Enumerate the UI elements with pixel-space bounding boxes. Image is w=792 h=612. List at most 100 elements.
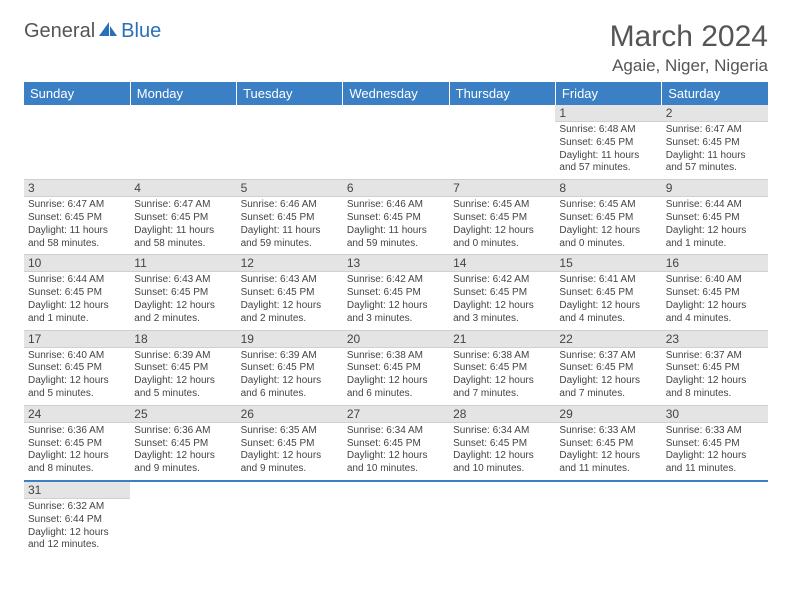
weekday-header: Wednesday [343,82,449,105]
sunrise-text: Sunrise: 6:46 AM [347,199,445,212]
sunrise-text: Sunrise: 6:45 AM [559,199,657,212]
calendar-day-cell [237,105,343,180]
day-content: Sunrise: 6:37 AMSunset: 6:45 PMDaylight:… [662,348,768,405]
calendar-day-cell: 26Sunrise: 6:35 AMSunset: 6:45 PMDayligh… [237,405,343,481]
daylight-text: and 1 minute. [666,238,764,251]
day-content: Sunrise: 6:47 AMSunset: 6:45 PMDaylight:… [24,197,130,254]
sunrise-text: Sunrise: 6:37 AM [559,350,657,363]
logo-prefix: General [24,20,95,43]
sunset-text: Sunset: 6:45 PM [134,438,232,451]
sunset-text: Sunset: 6:45 PM [559,362,657,375]
daylight-text: and 10 minutes. [347,463,445,476]
day-content: Sunrise: 6:34 AMSunset: 6:45 PMDaylight:… [449,423,555,480]
day-content: Sunrise: 6:41 AMSunset: 6:45 PMDaylight:… [555,272,661,329]
sunset-text: Sunset: 6:45 PM [666,212,764,225]
day-content: Sunrise: 6:47 AMSunset: 6:45 PMDaylight:… [662,122,768,179]
weekday-header-row: SundayMondayTuesdayWednesdayThursdayFrid… [24,82,768,105]
sunset-text: Sunset: 6:45 PM [666,362,764,375]
day-number: 19 [237,331,343,348]
calendar-day-cell: 19Sunrise: 6:39 AMSunset: 6:45 PMDayligh… [237,330,343,405]
day-content: Sunrise: 6:45 AMSunset: 6:45 PMDaylight:… [449,197,555,254]
sunset-text: Sunset: 6:45 PM [241,438,339,451]
calendar-table: SundayMondayTuesdayWednesdayThursdayFrid… [24,82,768,556]
day-number: 28 [449,406,555,423]
day-content: Sunrise: 6:48 AMSunset: 6:45 PMDaylight:… [555,122,661,179]
sunrise-text: Sunrise: 6:43 AM [134,274,232,287]
sunset-text: Sunset: 6:45 PM [347,212,445,225]
day-number: 7 [449,180,555,197]
calendar-day-cell [24,105,130,180]
daylight-text: and 59 minutes. [241,238,339,251]
daylight-text: and 57 minutes. [666,162,764,175]
daylight-text: Daylight: 11 hours [347,225,445,238]
calendar-day-cell: 28Sunrise: 6:34 AMSunset: 6:45 PMDayligh… [449,405,555,481]
day-number: 5 [237,180,343,197]
day-number: 9 [662,180,768,197]
sunrise-text: Sunrise: 6:33 AM [666,425,764,438]
day-content: Sunrise: 6:44 AMSunset: 6:45 PMDaylight:… [24,272,130,329]
day-number: 26 [237,406,343,423]
daylight-text: and 2 minutes. [241,313,339,326]
daylight-text: and 57 minutes. [559,162,657,175]
calendar-day-cell: 18Sunrise: 6:39 AMSunset: 6:45 PMDayligh… [130,330,236,405]
day-content: Sunrise: 6:34 AMSunset: 6:45 PMDaylight:… [343,423,449,480]
calendar-day-cell [343,481,449,556]
sunset-text: Sunset: 6:45 PM [134,212,232,225]
sunset-text: Sunset: 6:45 PM [666,438,764,451]
calendar-day-cell: 10Sunrise: 6:44 AMSunset: 6:45 PMDayligh… [24,255,130,330]
weekday-header: Sunday [24,82,130,105]
day-content: Sunrise: 6:36 AMSunset: 6:45 PMDaylight:… [24,423,130,480]
calendar-day-cell: 6Sunrise: 6:46 AMSunset: 6:45 PMDaylight… [343,180,449,255]
daylight-text: Daylight: 11 hours [134,225,232,238]
day-number: 10 [24,255,130,272]
calendar-body: 1Sunrise: 6:48 AMSunset: 6:45 PMDaylight… [24,105,768,556]
calendar-day-cell [449,105,555,180]
day-content: Sunrise: 6:47 AMSunset: 6:45 PMDaylight:… [130,197,236,254]
sunset-text: Sunset: 6:45 PM [134,287,232,300]
sunrise-text: Sunrise: 6:43 AM [241,274,339,287]
sunrise-text: Sunrise: 6:38 AM [347,350,445,363]
daylight-text: Daylight: 12 hours [559,375,657,388]
sunset-text: Sunset: 6:45 PM [666,137,764,150]
day-content: Sunrise: 6:38 AMSunset: 6:45 PMDaylight:… [449,348,555,405]
sunrise-text: Sunrise: 6:47 AM [134,199,232,212]
daylight-text: and 8 minutes. [666,388,764,401]
calendar-day-cell [343,105,449,180]
day-number: 14 [449,255,555,272]
sunrise-text: Sunrise: 6:40 AM [666,274,764,287]
daylight-text: Daylight: 12 hours [453,300,551,313]
sunrise-text: Sunrise: 6:36 AM [28,425,126,438]
sunrise-text: Sunrise: 6:42 AM [453,274,551,287]
daylight-text: and 11 minutes. [666,463,764,476]
day-number: 4 [130,180,236,197]
day-number: 3 [24,180,130,197]
day-content: Sunrise: 6:46 AMSunset: 6:45 PMDaylight:… [343,197,449,254]
sunset-text: Sunset: 6:45 PM [453,362,551,375]
calendar-day-cell [555,481,661,556]
daylight-text: and 9 minutes. [134,463,232,476]
sunrise-text: Sunrise: 6:39 AM [241,350,339,363]
sunset-text: Sunset: 6:45 PM [347,287,445,300]
day-number: 23 [662,331,768,348]
day-number: 8 [555,180,661,197]
calendar-day-cell: 16Sunrise: 6:40 AMSunset: 6:45 PMDayligh… [662,255,768,330]
calendar-day-cell: 12Sunrise: 6:43 AMSunset: 6:45 PMDayligh… [237,255,343,330]
day-number: 20 [343,331,449,348]
day-content: Sunrise: 6:43 AMSunset: 6:45 PMDaylight:… [130,272,236,329]
sunset-text: Sunset: 6:45 PM [559,137,657,150]
day-content: Sunrise: 6:39 AMSunset: 6:45 PMDaylight:… [237,348,343,405]
day-number: 13 [343,255,449,272]
sunrise-text: Sunrise: 6:38 AM [453,350,551,363]
calendar-day-cell: 29Sunrise: 6:33 AMSunset: 6:45 PMDayligh… [555,405,661,481]
day-content: Sunrise: 6:32 AMSunset: 6:44 PMDaylight:… [24,499,130,556]
sunrise-text: Sunrise: 6:35 AM [241,425,339,438]
daylight-text: and 4 minutes. [666,313,764,326]
sunrise-text: Sunrise: 6:44 AM [666,199,764,212]
daylight-text: Daylight: 12 hours [241,450,339,463]
day-content: Sunrise: 6:35 AMSunset: 6:45 PMDaylight:… [237,423,343,480]
day-content: Sunrise: 6:43 AMSunset: 6:45 PMDaylight:… [237,272,343,329]
day-content: Sunrise: 6:40 AMSunset: 6:45 PMDaylight:… [662,272,768,329]
weekday-header: Monday [130,82,236,105]
sunset-text: Sunset: 6:45 PM [241,287,339,300]
daylight-text: Daylight: 12 hours [453,375,551,388]
